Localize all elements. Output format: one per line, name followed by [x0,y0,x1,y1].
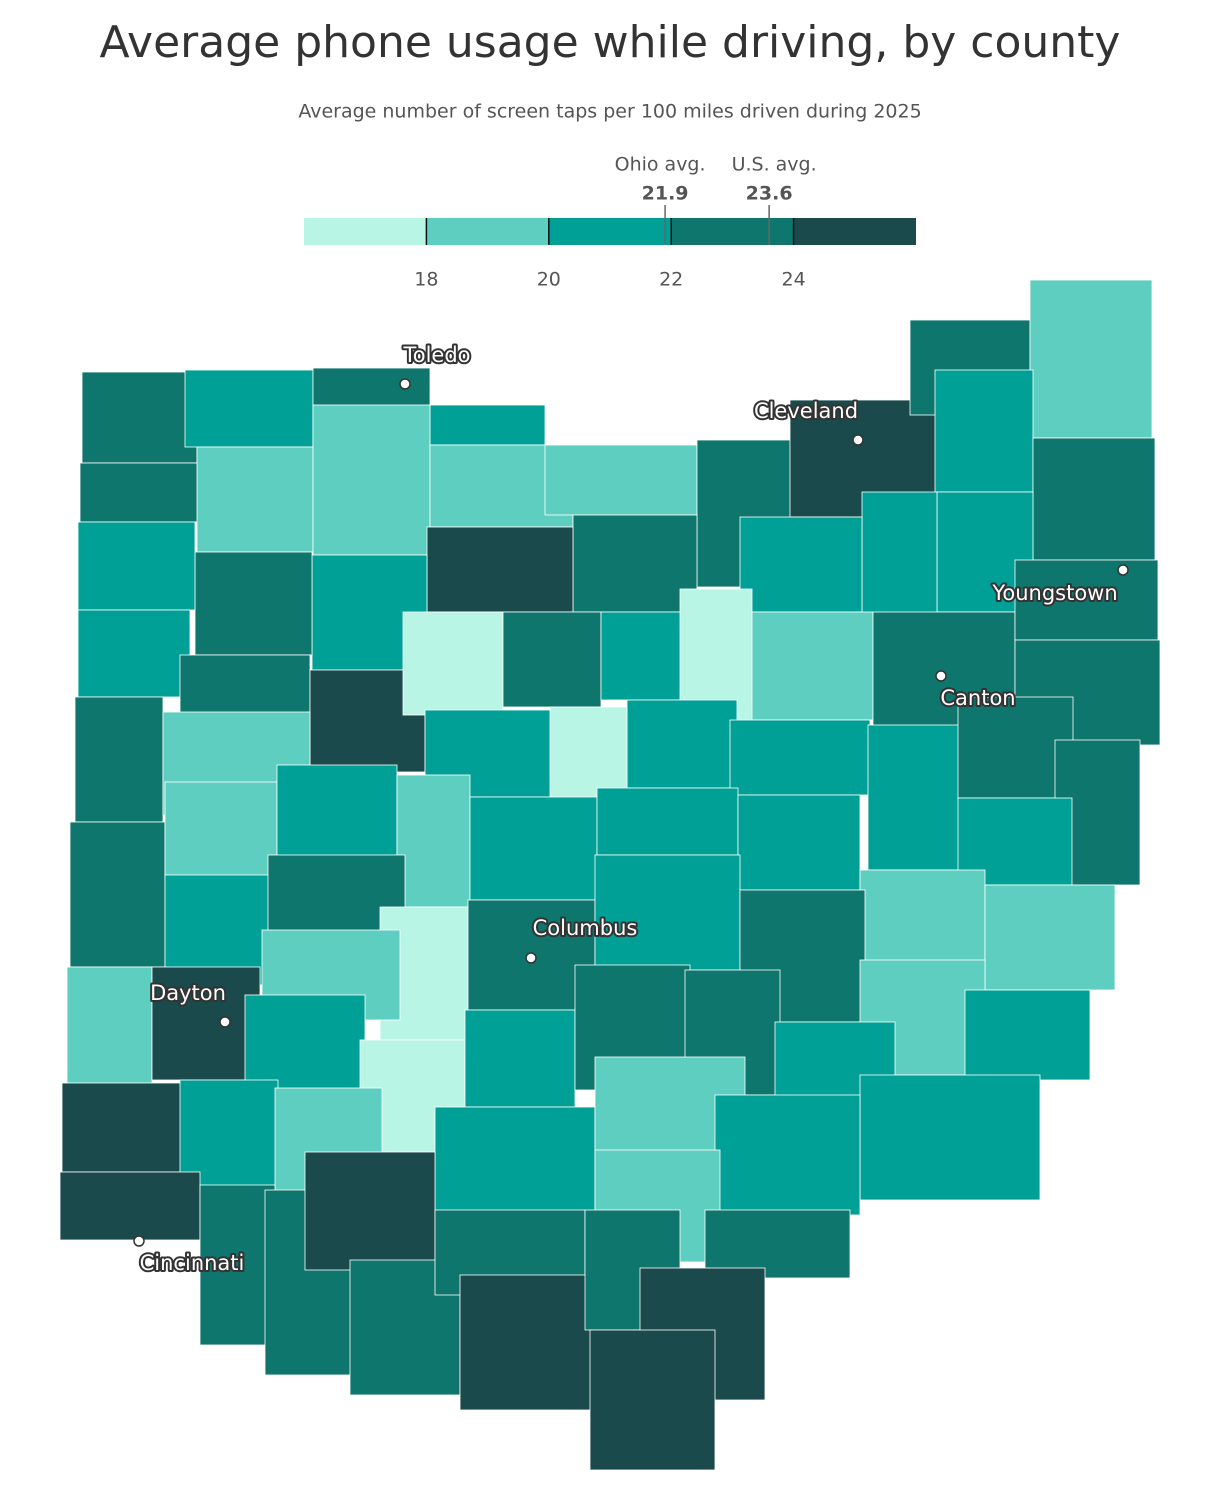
legend-bin [426,218,549,245]
county [196,446,314,553]
city-label: Cleveland [754,399,858,423]
county [957,696,1074,799]
city-label: Toledo [402,343,470,367]
county [426,526,574,613]
city-dot [219,1016,231,1028]
county [714,1094,861,1216]
city-label: Columbus [533,916,638,940]
county [596,787,739,856]
county [312,404,431,556]
city-labels: Toledo Cleveland Youngstown Canton Columbus D… [133,341,1129,1277]
legend-tick-label: 20 [537,269,561,291]
county [304,1151,436,1271]
county-map [59,279,1161,1471]
legend-tick-label: 24 [782,269,806,291]
legend-bin [793,218,916,245]
county [396,774,471,908]
county [402,611,504,716]
county [429,404,546,446]
county [77,609,191,698]
average-value: 21.9 [642,183,689,205]
legend-tick-label: 18 [414,269,438,291]
city-label: Canton [940,686,1015,710]
county [544,444,698,516]
county [594,854,741,971]
county [1014,559,1159,641]
city-dot [852,434,864,446]
average-value: 23.6 [746,183,793,205]
county [81,371,198,464]
average-label: Ohio avg. [615,154,706,176]
county [737,794,861,891]
county [964,989,1091,1081]
county [69,821,166,968]
legend-tick-label: 22 [659,269,683,291]
county [276,764,398,866]
legend-bin [548,218,672,245]
county [77,521,196,611]
legend: 18 20 22 24 21.9 Ohio avg. 23.6 U.S. avg. [304,154,916,291]
county [1032,437,1156,561]
county [244,994,366,1093]
city-label: Cincinnati [140,1251,245,1275]
county [434,1106,596,1221]
county [589,1329,716,1471]
county [199,1184,276,1346]
county [59,1171,201,1241]
county [729,719,871,796]
average-label: U.S. avg. [732,154,817,176]
city-dot [525,952,537,964]
county [164,781,278,881]
county [934,369,1034,493]
county [739,516,863,613]
county [859,1074,1041,1201]
county [704,1209,851,1279]
county [572,514,698,613]
county [184,369,314,448]
title: Average phone usage while driving, by co… [100,17,1121,68]
county [626,699,738,789]
county [751,611,874,721]
city-dot [133,1235,145,1247]
county [867,724,971,871]
city-label: Youngstown [991,581,1117,605]
city-label: Dayton [150,981,226,1005]
county [464,1009,576,1108]
county [984,884,1116,991]
county [194,551,313,656]
city-dot [1117,564,1129,576]
legend-bin [304,218,427,245]
county [469,796,598,901]
county [66,966,153,1086]
legend-bin [671,218,794,245]
city-dot [399,378,411,390]
subtitle: Average number of screen taps per 100 mi… [298,101,921,123]
city-dot [935,670,947,682]
county [61,1082,186,1173]
county [74,696,164,823]
county [502,611,602,708]
county [1029,279,1153,439]
